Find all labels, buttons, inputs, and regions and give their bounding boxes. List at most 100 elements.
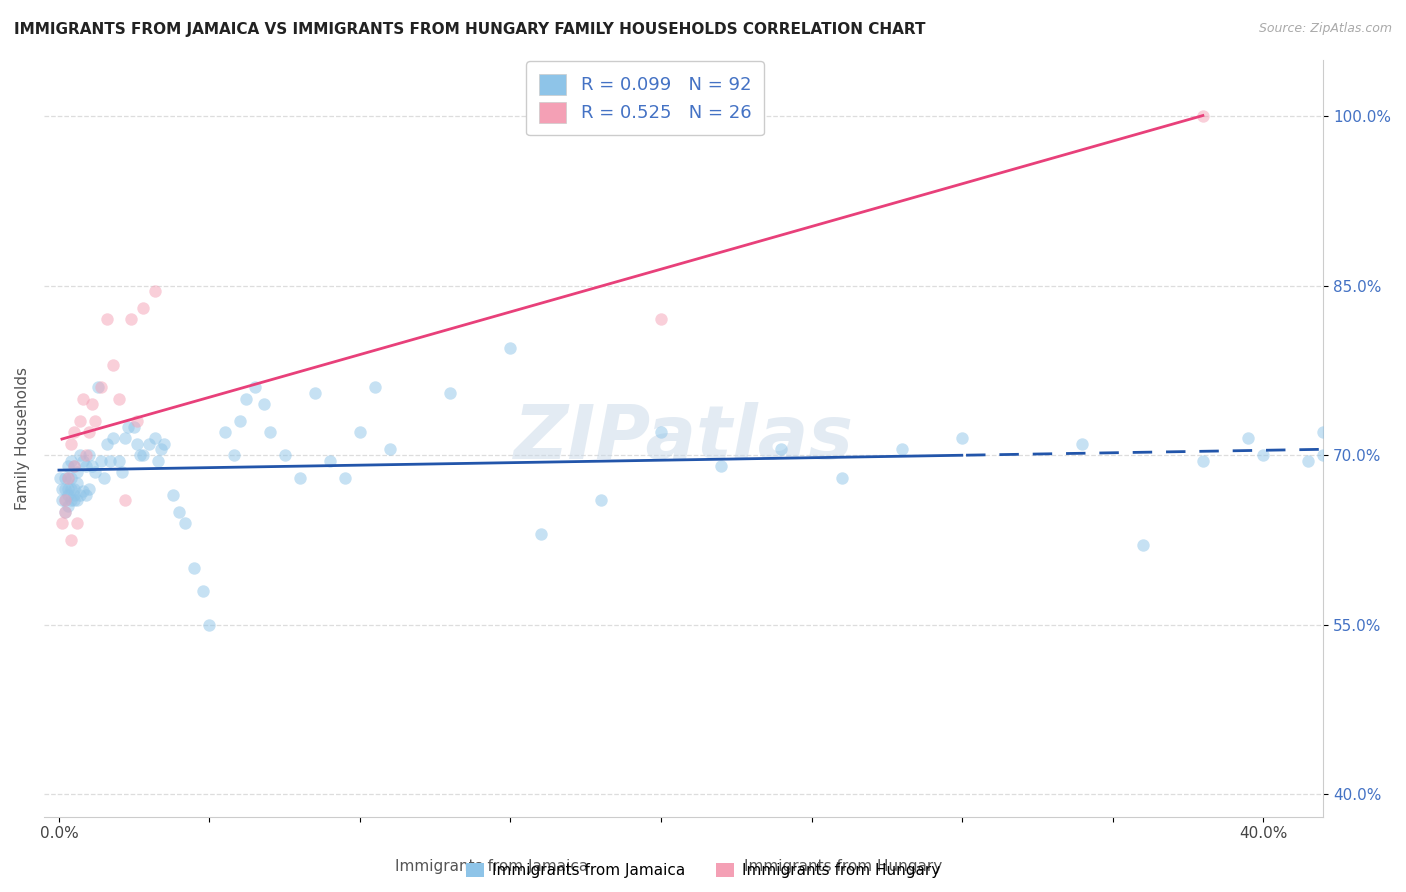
Point	[49, 470, 72, 484]
Point	[364, 380, 387, 394]
Point	[1251, 448, 1274, 462]
Point	[63, 487, 86, 501]
Point	[1071, 436, 1094, 450]
Point	[138, 436, 160, 450]
Point	[132, 301, 155, 315]
Point	[1132, 538, 1154, 552]
Point	[59, 470, 82, 484]
Point	[950, 431, 973, 445]
Point	[1312, 448, 1334, 462]
Point	[53, 482, 76, 496]
Point	[831, 470, 853, 484]
Point	[710, 459, 733, 474]
Point	[117, 419, 139, 434]
Point	[127, 414, 149, 428]
Point	[122, 419, 145, 434]
Text: Source: ZipAtlas.com: Source: ZipAtlas.com	[1258, 22, 1392, 36]
Point	[120, 312, 142, 326]
Point	[288, 470, 311, 484]
Text: Immigrants from Hungary: Immigrants from Hungary	[744, 859, 943, 874]
Point	[101, 358, 124, 372]
Point	[1296, 453, 1319, 467]
Text: IMMIGRANTS FROM JAMAICA VS IMMIGRANTS FROM HUNGARY FAMILY HOUSEHOLDS CORRELATION: IMMIGRANTS FROM JAMAICA VS IMMIGRANTS FR…	[14, 22, 925, 37]
Point	[53, 470, 76, 484]
Point	[304, 385, 326, 400]
Point	[53, 504, 76, 518]
Point	[650, 425, 672, 440]
Point	[1237, 431, 1260, 445]
Point	[66, 493, 89, 508]
Point	[114, 493, 136, 508]
Point	[51, 493, 73, 508]
Point	[59, 453, 82, 467]
Point	[72, 453, 94, 467]
Point	[153, 436, 176, 450]
Point	[63, 459, 86, 474]
Point	[589, 493, 612, 508]
Point	[66, 465, 89, 479]
Point	[63, 459, 86, 474]
Point	[87, 380, 110, 394]
Point	[499, 341, 522, 355]
Point	[132, 448, 155, 462]
Point	[69, 448, 91, 462]
Point	[174, 516, 197, 530]
Legend: Immigrants from Jamaica, Immigrants from Hungary: Immigrants from Jamaica, Immigrants from…	[460, 857, 946, 884]
Point	[75, 487, 97, 501]
Point	[72, 392, 94, 406]
Point	[63, 493, 86, 508]
Point	[129, 448, 152, 462]
Point	[59, 493, 82, 508]
Point	[84, 465, 107, 479]
Point	[198, 617, 221, 632]
Point	[127, 436, 149, 450]
Point	[77, 448, 100, 462]
Point	[333, 470, 356, 484]
Point	[56, 470, 79, 484]
Point	[69, 414, 91, 428]
Point	[150, 442, 173, 457]
Point	[84, 414, 107, 428]
Point	[378, 442, 401, 457]
Point	[98, 453, 121, 467]
Point	[59, 482, 82, 496]
Point	[56, 470, 79, 484]
Point	[114, 431, 136, 445]
Point	[243, 380, 266, 394]
Point	[193, 583, 215, 598]
Legend: R = 0.099   N = 92, R = 0.525   N = 26: R = 0.099 N = 92, R = 0.525 N = 26	[526, 61, 763, 136]
Point	[439, 385, 461, 400]
Point	[148, 453, 170, 467]
Point	[69, 487, 91, 501]
Point	[63, 425, 86, 440]
Point	[222, 448, 245, 462]
Point	[80, 459, 103, 474]
Point	[1327, 465, 1350, 479]
Point	[319, 453, 342, 467]
Point	[63, 482, 86, 496]
Point	[650, 312, 672, 326]
Point	[75, 448, 97, 462]
Point	[169, 504, 191, 518]
Point	[59, 533, 82, 547]
Point	[143, 431, 166, 445]
Point	[111, 465, 134, 479]
Point	[80, 397, 103, 411]
Text: Immigrants from Jamaica: Immigrants from Jamaica	[395, 859, 589, 874]
Point	[228, 414, 250, 428]
Point	[890, 442, 912, 457]
Point	[53, 493, 76, 508]
Y-axis label: Family Households: Family Households	[15, 367, 30, 509]
Point	[253, 397, 276, 411]
Point	[529, 527, 551, 541]
Point	[1192, 109, 1215, 123]
Point	[53, 504, 76, 518]
Point	[90, 380, 112, 394]
Point	[90, 453, 112, 467]
Point	[108, 453, 131, 467]
Point	[349, 425, 371, 440]
Point	[93, 470, 115, 484]
Point	[96, 436, 118, 450]
Point	[72, 484, 94, 499]
Point	[56, 482, 79, 496]
